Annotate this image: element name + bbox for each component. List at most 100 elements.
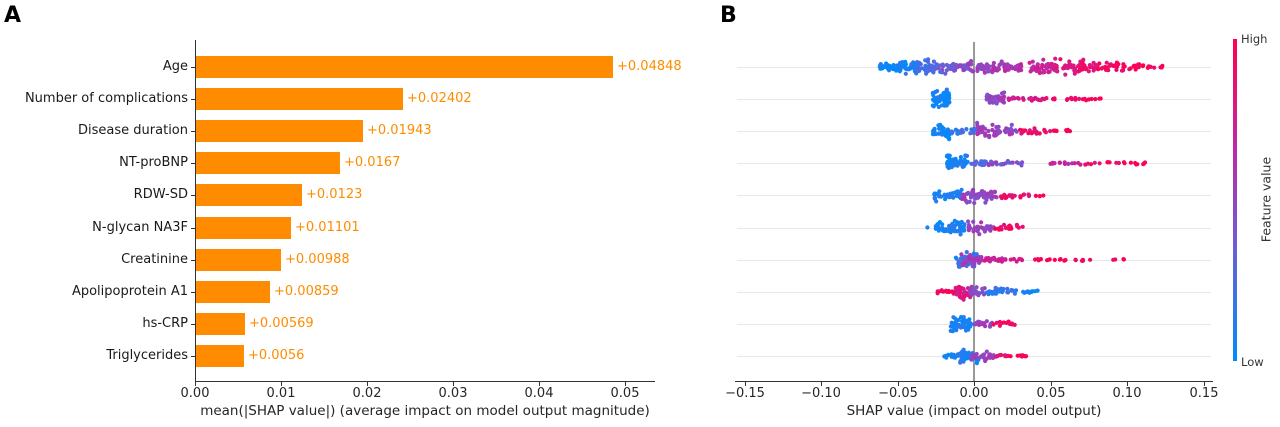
swarm-point xyxy=(953,190,958,195)
x-tick-label: −0.05 xyxy=(878,386,918,401)
swarm-point xyxy=(984,356,989,361)
x-tick-label: 0.00 xyxy=(959,386,989,401)
swarm-point xyxy=(1093,97,1098,102)
swarm-point xyxy=(974,285,979,290)
swarm-point xyxy=(969,59,974,64)
swarm-point xyxy=(1018,67,1023,72)
swarm-point xyxy=(1066,161,1071,166)
swarm-point xyxy=(1097,61,1102,66)
swarm-point xyxy=(980,286,985,291)
swarm-point xyxy=(953,324,959,329)
swarm-point xyxy=(1052,161,1057,166)
panel-a-label: A xyxy=(4,3,22,28)
swarm-point xyxy=(993,226,998,231)
swarm-point xyxy=(1067,59,1072,64)
swarm-point xyxy=(1015,95,1020,101)
swarm-point xyxy=(1006,290,1011,295)
bar xyxy=(196,280,270,303)
bar xyxy=(196,56,613,78)
swarm-point xyxy=(942,94,947,99)
swarm-point xyxy=(947,164,952,169)
swarm-point xyxy=(986,128,991,134)
swarm-point xyxy=(958,232,963,237)
bar-value-label: +0.04848 xyxy=(617,59,682,74)
swarm-point xyxy=(1014,222,1020,227)
y-tick xyxy=(191,323,195,325)
swarm-point xyxy=(1018,195,1023,200)
swarm-point xyxy=(1057,160,1062,165)
swarm-point xyxy=(1073,257,1078,262)
swarm-point xyxy=(1127,67,1132,72)
swarm-point xyxy=(1021,128,1027,133)
swarm-point xyxy=(1077,96,1082,101)
swarm-point xyxy=(971,219,976,224)
swarm-point xyxy=(1047,257,1052,262)
swarm-point xyxy=(1088,257,1093,262)
feature-label: Triglycerides xyxy=(106,347,188,363)
swarm-point xyxy=(923,63,928,68)
swarm-point xyxy=(1009,64,1014,69)
x-tick-label: 0.04 xyxy=(524,386,554,401)
swarm-point xyxy=(972,322,977,327)
swarm-point xyxy=(987,100,992,105)
swarm-point xyxy=(970,69,975,74)
swarm-point xyxy=(959,187,964,192)
swarm-point xyxy=(1142,160,1148,165)
bar-chart-x-axis-title: mean(|SHAP value|) (average impact on mo… xyxy=(200,403,650,419)
swarm-point xyxy=(935,95,940,100)
swarm-point xyxy=(977,255,982,260)
swarm-point xyxy=(1105,160,1110,165)
x-tick-label: 0.00 xyxy=(180,386,210,401)
swarm-point xyxy=(1011,256,1017,262)
swarm-point xyxy=(994,101,999,106)
swarm-point xyxy=(947,92,952,98)
swarm-point xyxy=(1057,257,1062,262)
swarm-point xyxy=(1018,127,1023,132)
swarm-point xyxy=(1008,226,1013,231)
swarm-point xyxy=(975,131,980,137)
feature-label: hs-CRP xyxy=(142,315,188,331)
swarm-point xyxy=(1034,131,1039,136)
swarm-point xyxy=(1122,64,1127,69)
swarm-point xyxy=(898,64,903,69)
swarm-point xyxy=(1038,98,1043,103)
swarm-point xyxy=(959,323,964,328)
swarm-point xyxy=(944,89,949,94)
swarm-point xyxy=(994,354,999,359)
swarm-point xyxy=(1014,129,1019,134)
swarm-point xyxy=(1001,97,1006,102)
swarm-point xyxy=(1058,57,1063,62)
swarm-point xyxy=(936,228,941,233)
swarm-point xyxy=(937,189,942,194)
swarm-point xyxy=(949,129,955,134)
swarm-point xyxy=(1145,65,1150,70)
swarm-point xyxy=(950,228,955,233)
y-tick xyxy=(191,131,195,133)
swarm-point xyxy=(1034,68,1039,74)
swarm-point xyxy=(903,71,908,76)
swarm-point xyxy=(1042,127,1047,132)
swarm-point xyxy=(1016,161,1021,166)
swarm-point xyxy=(1097,161,1102,166)
swarm-point xyxy=(968,131,973,136)
swarm-point xyxy=(962,63,967,68)
x-tick-label: −0.15 xyxy=(725,386,765,401)
swarm-point xyxy=(1040,70,1045,75)
bar-value-label: +0.0167 xyxy=(344,155,401,171)
swarm-point xyxy=(1054,63,1059,68)
x-tick xyxy=(195,381,196,386)
swarm-point xyxy=(1099,66,1104,71)
swarm-point xyxy=(891,67,896,72)
swarm-point xyxy=(956,261,961,266)
swarm-point xyxy=(990,162,995,167)
swarm-point xyxy=(1018,62,1024,67)
swarm-point xyxy=(994,320,999,325)
swarm-point xyxy=(996,124,1001,129)
x-tick xyxy=(1204,381,1205,386)
swarm-point xyxy=(940,132,945,137)
swarm-point xyxy=(989,189,994,194)
swarm-point xyxy=(937,220,942,225)
swarm-point xyxy=(979,220,984,225)
x-tick xyxy=(367,381,368,386)
swarm-point xyxy=(968,192,973,197)
